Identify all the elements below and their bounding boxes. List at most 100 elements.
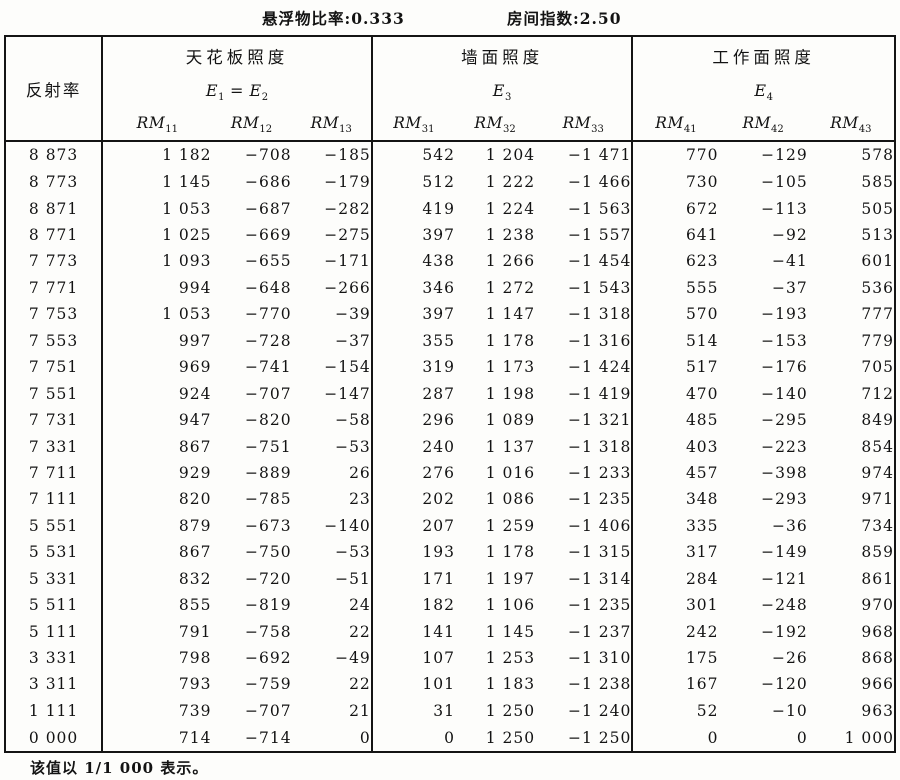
value-cell: 1 147 bbox=[485, 305, 536, 324]
value-cell: 820 bbox=[178, 490, 212, 509]
value-cell: 107 bbox=[422, 649, 455, 667]
value-cell: 505 bbox=[861, 199, 894, 218]
value-cell: 240 bbox=[422, 437, 455, 456]
value-cell: −707 bbox=[245, 384, 292, 403]
value-cell: 1 145 bbox=[485, 622, 536, 641]
value-cell: −1 235 bbox=[535, 486, 634, 513]
reflectance-cell: 3 331 bbox=[5, 644, 104, 672]
reflectance-cell: 8 773 bbox=[5, 168, 104, 196]
value-cell: −707 bbox=[245, 701, 292, 720]
value-cell: −53 bbox=[291, 539, 373, 566]
value-cell: 284 bbox=[685, 569, 719, 588]
value-cell: 712 bbox=[861, 384, 894, 403]
table-row: 1 111 739 −707 21 31 1 250 −1 240 52 −10 963 bbox=[5, 697, 895, 725]
value-cell: 779 bbox=[861, 331, 894, 350]
value-cell: 167 bbox=[685, 675, 719, 694]
value-cell: 968 bbox=[861, 622, 894, 641]
value-cell: −819 bbox=[245, 596, 292, 615]
value-cell: −1 543 bbox=[535, 274, 634, 302]
value-cell: −1 237 bbox=[535, 618, 634, 645]
value-cell: −1 315 bbox=[535, 539, 634, 566]
value-cell: 714 bbox=[178, 728, 212, 747]
value-cell: 770 bbox=[685, 146, 719, 165]
footnote: 该值以 1/1 000 表示。 bbox=[30, 759, 209, 777]
value-cell: 348 bbox=[685, 490, 719, 509]
value-cell: 1 106 bbox=[485, 596, 536, 615]
value-cell: 1 053 bbox=[162, 199, 212, 218]
value-cell: 355 bbox=[422, 331, 455, 350]
value-cell: −36 bbox=[772, 516, 808, 535]
reflectance-cell: 7 731 bbox=[5, 406, 104, 434]
value-cell: −49 bbox=[291, 644, 373, 672]
value-cell: 777 bbox=[861, 305, 894, 324]
value-cell: −708 bbox=[245, 146, 292, 165]
value-cell: −51 bbox=[291, 565, 373, 592]
value-cell: −37 bbox=[291, 327, 373, 354]
reflectance-cell: 5 551 bbox=[5, 512, 104, 540]
value-cell: 438 bbox=[422, 252, 455, 271]
value-cell: 346 bbox=[422, 278, 455, 297]
value-cell: −759 bbox=[245, 675, 292, 694]
value-cell: −655 bbox=[245, 252, 292, 271]
value-cell: 641 bbox=[685, 226, 719, 244]
value-cell: 542 bbox=[422, 146, 455, 165]
value-cell: 730 bbox=[685, 173, 719, 192]
value-cell: 739 bbox=[178, 701, 212, 720]
value-cell: 1 173 bbox=[485, 358, 536, 377]
value-cell: 1 266 bbox=[485, 252, 536, 271]
value-cell: 141 bbox=[422, 622, 455, 641]
value-cell: 207 bbox=[422, 516, 455, 535]
value-cell: 193 bbox=[422, 543, 455, 562]
value-cell: 867 bbox=[178, 543, 212, 562]
value-cell: −92 bbox=[772, 226, 808, 244]
value-cell: 793 bbox=[178, 675, 212, 694]
table-row: 7 771 994 −648 −266 346 1 272 −1 543 555 −37 536 bbox=[5, 274, 895, 302]
value-cell: 859 bbox=[861, 543, 894, 562]
value-cell: −1 424 bbox=[535, 353, 634, 381]
value-cell: 705 bbox=[861, 358, 894, 377]
value-cell: −266 bbox=[291, 274, 373, 302]
reflectance-cell: 5 111 bbox=[5, 618, 104, 645]
value-cell: −1 238 bbox=[535, 671, 634, 698]
value-cell: 555 bbox=[685, 278, 719, 297]
value-cell: 963 bbox=[861, 701, 894, 720]
value-cell: 1 272 bbox=[485, 278, 536, 297]
value-cell: 101 bbox=[422, 675, 455, 694]
value-cell: −398 bbox=[761, 463, 808, 482]
value-cell: −1 233 bbox=[535, 459, 634, 487]
col-header-rm: RM31 bbox=[371, 106, 455, 142]
value-cell: −1 563 bbox=[535, 195, 634, 222]
value-cell: 397 bbox=[422, 226, 455, 244]
group-formula: E1 = E2 bbox=[102, 74, 373, 106]
value-cell: −154 bbox=[291, 353, 373, 381]
value-cell: −105 bbox=[761, 173, 808, 192]
value-cell: 287 bbox=[422, 384, 455, 403]
row-header-reflectance: 反射率 bbox=[5, 36, 104, 142]
table-row: 5 551 879 −673 −140 207 1 259 −1 406 335 −36 734 bbox=[5, 512, 895, 540]
col-header-rm: RM42 bbox=[718, 106, 808, 142]
value-cell: 242 bbox=[685, 622, 719, 641]
value-cell: −648 bbox=[245, 278, 292, 297]
value-cell: 485 bbox=[685, 411, 719, 430]
table-row: 7 773 1 093 −655 −171 438 1 266 −1 454 623 −41 60… bbox=[5, 248, 895, 275]
col-header-rm: RM11 bbox=[102, 106, 212, 142]
group-title: 天花板照度 bbox=[102, 36, 373, 74]
value-cell: −149 bbox=[761, 543, 808, 562]
value-cell: −1 250 bbox=[535, 724, 634, 752]
value-cell: 570 bbox=[685, 305, 719, 324]
value-cell: 623 bbox=[685, 252, 719, 271]
value-cell: 52 bbox=[696, 701, 719, 720]
value-cell: 276 bbox=[422, 463, 455, 482]
value-cell: −282 bbox=[291, 195, 373, 222]
value-cell: 470 bbox=[685, 384, 719, 403]
value-cell: 512 bbox=[422, 173, 455, 192]
value-cell: 317 bbox=[685, 543, 719, 562]
reflectance-cell: 7 751 bbox=[5, 353, 104, 381]
table-row: 5 511 855 −819 24 182 1 106 −1 235 301 −248 970 bbox=[5, 591, 895, 619]
value-cell: 202 bbox=[422, 490, 455, 509]
value-cell: 403 bbox=[685, 437, 719, 456]
table-row: 5 531 867 −750 −53 193 1 178 −1 315 317 −149 859 bbox=[5, 539, 895, 566]
value-cell: 672 bbox=[685, 199, 719, 218]
value-cell: 31 bbox=[433, 701, 455, 720]
value-cell: −10 bbox=[772, 701, 808, 720]
